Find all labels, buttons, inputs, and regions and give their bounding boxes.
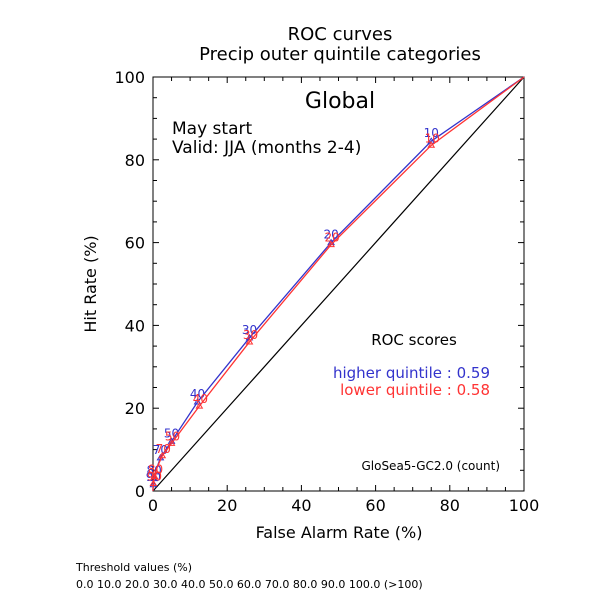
lower-quintile-point — [158, 451, 167, 459]
y-tick-label: 60 — [125, 234, 145, 253]
lower-quintile-threshold-label: 80 — [148, 463, 163, 477]
higher-quintile-threshold-label: 50 — [164, 426, 179, 440]
lower-quintile-threshold-label: 50 — [165, 429, 180, 443]
x-tick-label: 20 — [217, 496, 237, 515]
x-tick-label: 100 — [509, 496, 540, 515]
y-tick-label: 40 — [125, 316, 145, 335]
x-tick-label: 80 — [440, 496, 460, 515]
higher-quintile-threshold-label: 10 — [424, 126, 439, 140]
lower-quintile-threshold-label: 10 — [425, 131, 440, 145]
higher-quintile-point — [193, 398, 202, 405]
higher-quintile-threshold-label: 40 — [190, 387, 205, 401]
lower-quintile-threshold-label: 70 — [156, 442, 171, 456]
x-axis-label: False Alarm Rate (%) — [256, 523, 423, 542]
lower-quintile-line — [152, 76, 525, 491]
lower-quintile-point — [327, 240, 335, 248]
y-axis-label: Hit Rate (%) — [81, 235, 100, 332]
threshold-values-list: 0.0 10.0 20.0 30.0 40.0 50.0 60.0 70.0 8… — [76, 578, 423, 591]
diagonal-reference-line — [152, 76, 525, 492]
lower-quintile-threshold-label: 30 — [243, 328, 258, 342]
roc-scores-title: ROC scores — [371, 331, 457, 349]
x-tick-label: 60 — [365, 496, 385, 515]
start-label: May start — [172, 119, 252, 139]
y-tick-label: 80 — [125, 151, 145, 170]
lower-quintile-point — [150, 472, 159, 480]
model-label: GloSea5-GC2.0 (count) — [361, 459, 500, 473]
lower-quintile-threshold-label: 40 — [193, 392, 208, 406]
lower-quintile-threshold-label: 20 — [324, 231, 339, 245]
chart-subtitle: Precip outer quintile categories — [199, 44, 481, 65]
lower-quintile-threshold-label: 90 — [147, 470, 162, 484]
valid-label: Valid: JJA (months 2-4) — [172, 138, 361, 158]
lower-quintile-point — [195, 402, 204, 409]
y-tick-label: 0 — [135, 482, 145, 501]
higher-quintile-threshold-label: 30 — [242, 323, 257, 337]
y-tick-label: 20 — [125, 399, 145, 418]
lower-quintile-point — [245, 337, 254, 345]
lower-quintile-point — [427, 141, 436, 148]
lower-quintile-score: lower quintile : 0.58 — [340, 381, 490, 399]
x-tick-label: 40 — [291, 496, 311, 515]
y-tick-label: 100 — [114, 68, 145, 87]
lower-quintile-point — [149, 479, 158, 487]
higher-quintile-threshold-label: 20 — [323, 228, 338, 242]
threshold-values-title: Threshold values (%) — [76, 561, 193, 574]
axes: 0 20 40 60 80 100 0 20 40 60 80 100 — [114, 68, 539, 515]
chart-title: ROC curves — [288, 24, 393, 45]
region-label: Global — [305, 89, 375, 114]
higher-quintile-score: higher quintile : 0.59 — [333, 364, 490, 382]
lower-quintile-point — [167, 439, 176, 446]
x-tick-label: 0 — [148, 496, 158, 515]
